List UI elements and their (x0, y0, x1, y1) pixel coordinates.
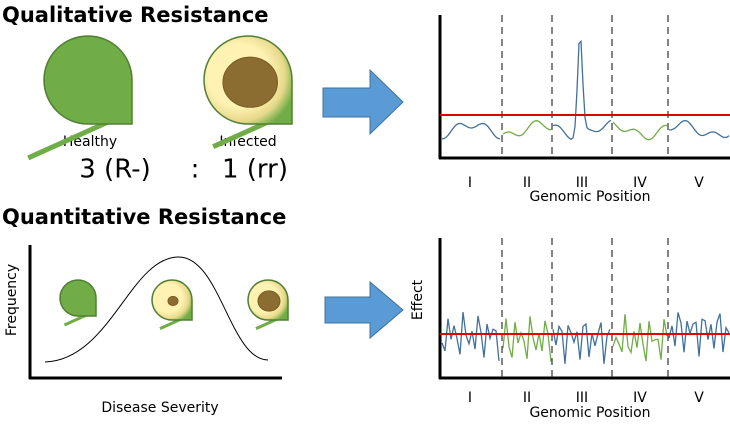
arrow (324, 280, 404, 340)
ratio: 1 (rr) (222, 155, 288, 185)
segment-label: IV (633, 175, 647, 191)
ratio: : (191, 155, 200, 185)
y-label: Effect (410, 279, 426, 320)
lesion (167, 295, 179, 307)
trace (441, 312, 500, 361)
x-label: Genomic Position (529, 189, 650, 205)
segment-label: II (523, 175, 531, 191)
segment-label: I (468, 390, 472, 406)
segment-label: V (694, 175, 704, 191)
trace (669, 119, 730, 139)
segment-label: I (468, 175, 472, 191)
segment-label: III (576, 175, 588, 191)
segment-label: III (576, 390, 588, 406)
y-label: Frequency (4, 264, 20, 336)
lesion (222, 56, 278, 108)
trace (612, 314, 668, 362)
leaf (43, 35, 133, 125)
title: Qualitative Resistance (2, 3, 269, 27)
segment-label: V (694, 390, 704, 406)
segment-label: II (523, 390, 531, 406)
trace (552, 39, 612, 140)
lesion (257, 290, 281, 312)
trace (502, 120, 552, 137)
x-label: Genomic Position (529, 405, 650, 421)
arrow (322, 68, 404, 136)
x-label: Disease Severity (101, 400, 218, 416)
segment-label: IV (633, 390, 647, 406)
trace (668, 312, 730, 357)
bell-curve (44, 256, 269, 363)
trace (552, 322, 611, 364)
trace (502, 316, 552, 362)
leaf (59, 279, 97, 317)
ratio: 3 (R-) (79, 155, 151, 185)
trace (612, 121, 668, 141)
title: Quantitative Resistance (2, 205, 286, 229)
trace (441, 122, 501, 140)
